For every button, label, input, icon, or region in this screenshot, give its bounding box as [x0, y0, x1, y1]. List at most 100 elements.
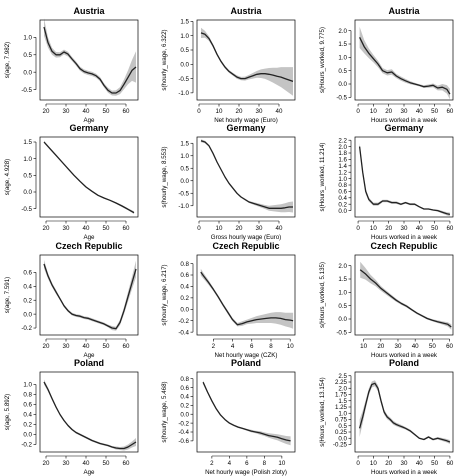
y-tick-label: 0.0	[180, 178, 189, 185]
confidence-band	[360, 261, 452, 330]
x-tick-label: 40	[83, 108, 90, 115]
x-tick-label: 50	[431, 225, 438, 232]
y-tick-label: 0.5	[338, 423, 347, 430]
x-tick-label: 10	[287, 343, 294, 350]
smooth-fit-line	[43, 381, 137, 450]
y-axis-label: s(age, 5.892)	[4, 394, 11, 430]
x-axis-label: Age	[83, 234, 95, 241]
y-tick-label: 2.0	[338, 144, 347, 151]
y-tick-label: 0.8	[23, 392, 32, 399]
y-tick-label: 0.5	[180, 165, 189, 172]
smooth-fit-line	[200, 271, 294, 326]
smooth-fit-line	[43, 26, 137, 94]
x-tick-label: 10	[370, 460, 377, 467]
x-tick-label: 10	[370, 225, 377, 232]
plot-frame	[39, 371, 139, 453]
x-tick-label: 50	[431, 460, 438, 467]
panel: Poland 20 30 40 50 60 Age -0.2 0.0 0.2 0.4 0.6 0.8 1.…	[4, 358, 139, 476]
y-tick-label: 0.4	[180, 284, 189, 291]
y-tick-label: -0.2	[178, 318, 189, 325]
x-tick-label: 0	[356, 460, 360, 467]
y-tick-label: 1.0	[180, 33, 189, 40]
smooth-fit-line	[43, 263, 137, 330]
y-axis-label: s(hourly_wage, 6.217)	[161, 264, 168, 325]
y-tick-label: 1.0	[338, 176, 347, 183]
x-tick-label: 2	[212, 343, 216, 350]
smooth-fit-line	[200, 140, 293, 209]
x-tick-label: 40	[416, 225, 423, 232]
x-tick-label: 4	[228, 460, 232, 467]
y-tick-label: -0.4	[178, 429, 189, 436]
confidence-band	[359, 142, 450, 217]
x-tick-label: 30	[256, 225, 263, 232]
y-tick-label: 0.5	[180, 47, 189, 54]
x-axis-label: Net hourly wage (Euro)	[214, 117, 278, 124]
x-tick-label: 60	[123, 460, 130, 467]
smooth-fit-line	[359, 269, 452, 328]
y-tick-label: 1.5	[180, 140, 189, 147]
panel: Czech Republic 20 30 40 50 60 Age -0.2 0.0 0.2 0.4…	[4, 241, 139, 359]
y-tick-label: -0.6	[178, 438, 189, 445]
y-tick-label: 0.5	[338, 68, 347, 75]
x-tick-label: 60	[446, 460, 453, 467]
y-tick-label: 0.8	[338, 182, 347, 189]
x-tick-label: 40	[416, 108, 423, 115]
smooth-fit-line	[359, 37, 451, 95]
smooth-fit-line	[202, 381, 291, 442]
x-axis-label: Age	[83, 352, 95, 359]
smooth-fit-line	[358, 146, 451, 216]
x-tick-label: 20	[236, 108, 243, 115]
y-tick-label: 2.2	[338, 137, 347, 144]
y-axis-label: s(hourly_wage, 8.553)	[161, 146, 168, 207]
x-tick-label: 4	[231, 343, 235, 350]
x-tick-label: 20	[377, 343, 384, 350]
x-tick-label: 60	[446, 225, 453, 232]
y-tick-label: 0.4	[23, 284, 32, 291]
plot-frame	[196, 19, 296, 101]
y-tick-label: -0.2	[178, 420, 189, 427]
x-axis-label: Hours worked in a week	[371, 469, 438, 476]
y-tick-label: 0.5	[23, 52, 32, 59]
y-axis-label: s(age, 7.591)	[4, 277, 11, 313]
y-tick-label: 0.0	[23, 189, 32, 196]
y-tick-label: 0.4	[23, 412, 32, 419]
y-tick-label: 0.0	[338, 435, 347, 442]
panel: Germany 20 30 40 50 60 Age -0.5 0.0 0.5 1.0 1.5 s(ag…	[4, 123, 139, 241]
x-axis-label: Gross hourly wage (Euro)	[211, 234, 282, 241]
y-tick-label: 0.2	[338, 201, 347, 208]
y-tick-label: 0.25	[335, 429, 348, 436]
x-tick-label: 0	[197, 108, 201, 115]
x-tick-label: 20	[385, 460, 392, 467]
y-tick-label: -0.25	[333, 442, 348, 449]
x-tick-label: 40	[276, 225, 283, 232]
y-tick-label: 1.8	[338, 150, 347, 157]
panel-title: Poland	[389, 358, 419, 368]
plot-frame	[354, 19, 454, 101]
panel-title: Germany	[69, 123, 108, 133]
x-tick-label: 30	[395, 343, 402, 350]
panel: Germany 0 10 20 30 40 50 60 Hours worked in a we…	[319, 123, 454, 241]
y-tick-label: -0.4	[178, 329, 189, 336]
x-axis-label: Hours worked in a week	[371, 117, 438, 124]
x-tick-label: 30	[401, 108, 408, 115]
panel: Austria 20 30 40 50 60 Age -0.5 0.0 0.5 1.0 s(age, …	[4, 6, 139, 124]
x-tick-label: 40	[412, 343, 419, 350]
y-tick-label: 0.6	[180, 385, 189, 392]
y-tick-label: 0.6	[180, 272, 189, 279]
x-tick-label: 6	[250, 343, 254, 350]
confidence-band	[201, 27, 293, 96]
x-tick-label: 20	[43, 343, 50, 350]
y-tick-label: 0.4	[338, 195, 347, 202]
y-tick-label: 1.5	[180, 19, 189, 26]
plot-frame	[354, 254, 454, 336]
confidence-band	[44, 140, 134, 214]
panel-title: Germany	[384, 123, 423, 133]
x-tick-label: 40	[276, 108, 283, 115]
y-tick-label: 0.8	[180, 261, 189, 268]
y-tick-label: 0.6	[338, 189, 347, 196]
x-tick-label: 40	[83, 343, 90, 350]
x-axis-label: Hours worked in a week	[371, 234, 438, 241]
x-tick-label: 40	[416, 460, 423, 467]
x-tick-label: 0	[197, 225, 201, 232]
y-tick-label: 0.0	[338, 208, 347, 215]
